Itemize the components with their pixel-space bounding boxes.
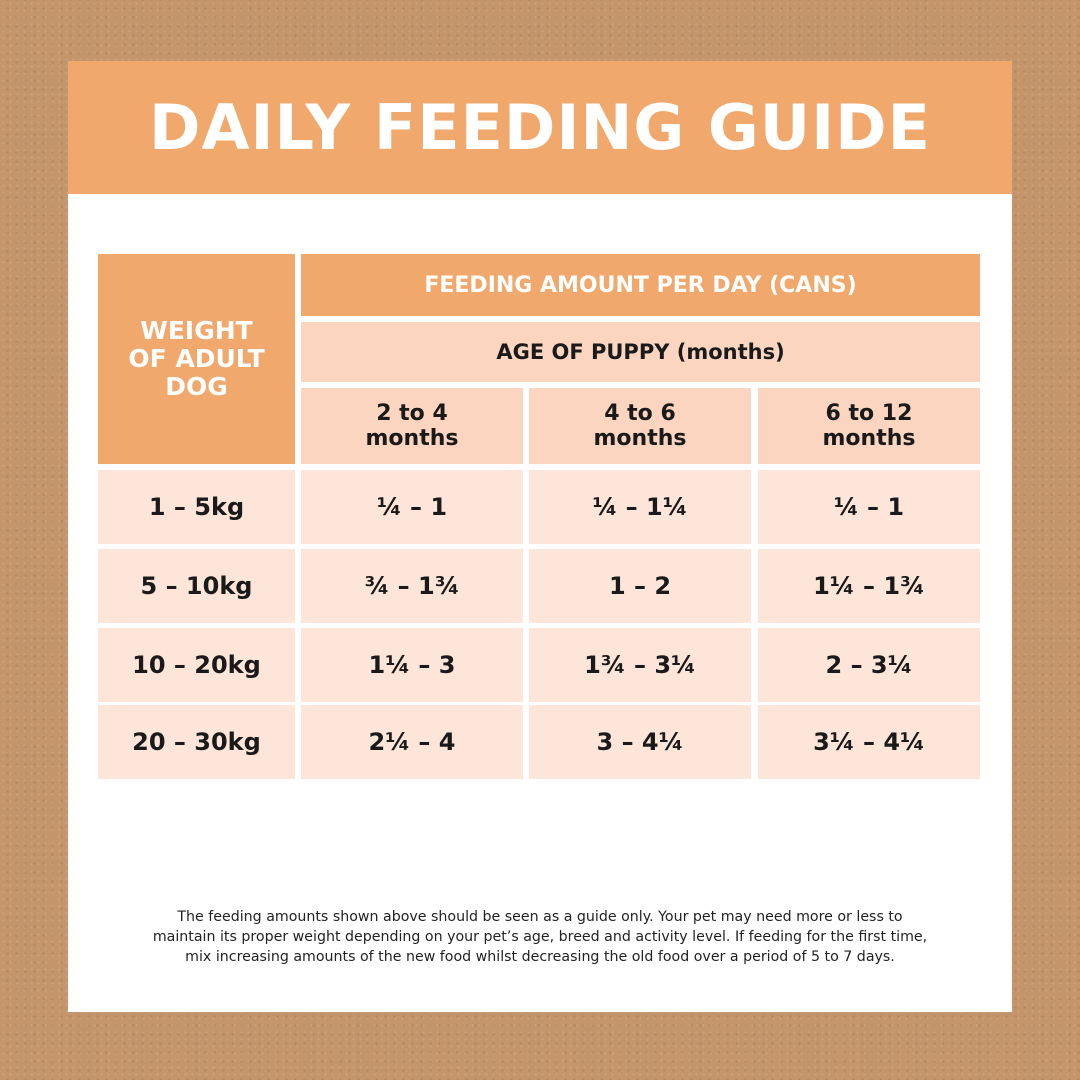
feeding-guide-card: DAILY FEEDING GUIDE WEIGHT OF ADULT DOG … <box>68 61 1012 1012</box>
amount-cell: 1¼ – 1¾ <box>758 549 980 623</box>
feeding-table: WEIGHT OF ADULT DOG FEEDING AMOUNT PER D… <box>98 254 980 779</box>
weight-cell: 1 – 5kg <box>98 470 295 544</box>
weight-header-line: OF ADULT <box>128 344 265 373</box>
amount-cell: ¼ – 1¼ <box>529 470 751 544</box>
weight-cell: 20 – 30kg <box>98 705 295 779</box>
feeding-amount-header: FEEDING AMOUNT PER DAY (CANS) <box>301 254 980 316</box>
age-range-label: 2 to 4 <box>376 401 448 426</box>
amount-cell: 1¾ – 3¼ <box>529 628 751 702</box>
age-unit-label: months <box>822 426 916 451</box>
weight-header-line: WEIGHT <box>140 316 253 345</box>
weight-header-line: DOG <box>165 372 228 401</box>
amount-cell: 2¼ – 4 <box>301 705 523 779</box>
disclaimer-line: The feeding amounts shown above should b… <box>177 909 903 925</box>
amount-cell: 3 – 4¼ <box>529 705 751 779</box>
amount-cell: ¼ – 1 <box>758 470 980 544</box>
age-column-header: 4 to 6 months <box>529 388 751 464</box>
amount-cell: 3¼ – 4¼ <box>758 705 980 779</box>
age-range-label: 4 to 6 <box>604 401 676 426</box>
disclaimer-line: mix increasing amounts of the new food w… <box>185 949 895 965</box>
weight-cell: 5 – 10kg <box>98 549 295 623</box>
age-range-label: 6 to 12 <box>825 401 913 426</box>
amount-cell: 2 – 3¼ <box>758 628 980 702</box>
title-banner: DAILY FEEDING GUIDE <box>68 61 1012 194</box>
age-unit-label: months <box>593 426 687 451</box>
weight-column-header: WEIGHT OF ADULT DOG <box>98 254 295 464</box>
page-title: DAILY FEEDING GUIDE <box>149 91 931 164</box>
age-of-puppy-header: AGE OF PUPPY (months) <box>301 322 980 382</box>
age-unit-label: months <box>365 426 459 451</box>
amount-cell: 1 – 2 <box>529 549 751 623</box>
amount-cell: 1¼ – 3 <box>301 628 523 702</box>
weight-cell: 10 – 20kg <box>98 628 295 702</box>
amount-cell: ¼ – 1 <box>301 470 523 544</box>
disclaimer-line: maintain its proper weight depending on … <box>152 929 928 945</box>
age-column-header: 2 to 4 months <box>301 388 523 464</box>
age-column-header: 6 to 12 months <box>758 388 980 464</box>
disclaimer-text: The feeding amounts shown above should b… <box>68 907 1012 967</box>
amount-cell: ¾ – 1¾ <box>301 549 523 623</box>
